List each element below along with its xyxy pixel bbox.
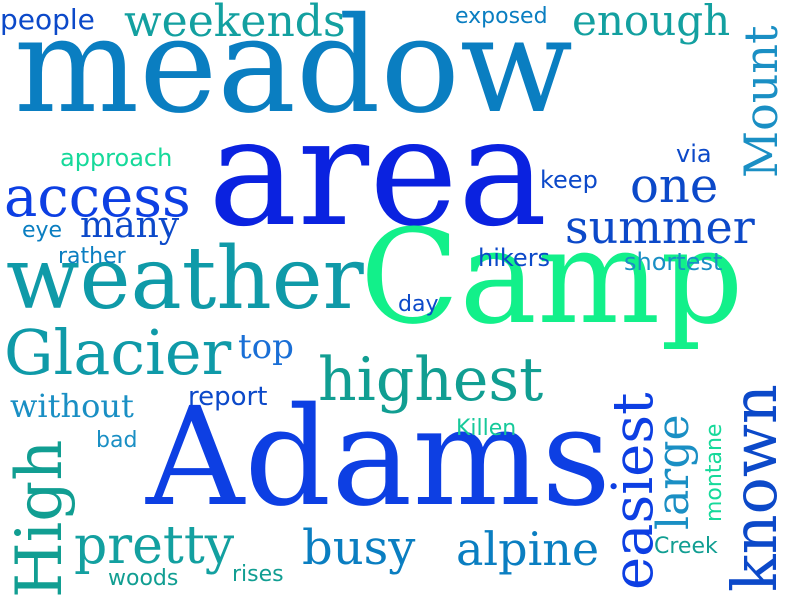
word-report: report xyxy=(188,382,268,412)
word-adams: Adams xyxy=(146,379,612,537)
word-pretty: pretty xyxy=(74,516,235,576)
word-enough: enough xyxy=(572,0,731,45)
word-weekends: weekends xyxy=(124,0,346,47)
word-meadow: meadow xyxy=(14,0,573,143)
word-highest: highest xyxy=(318,345,544,415)
word-woods: woods xyxy=(108,566,179,591)
word-rises: rises xyxy=(232,562,284,587)
word-keep: keep xyxy=(540,166,598,194)
word-glacier: Glacier xyxy=(4,316,232,389)
word-known: known xyxy=(718,384,791,592)
word-access: access xyxy=(4,165,191,230)
word-approach: approach xyxy=(60,144,173,172)
word-exposed: exposed xyxy=(455,4,548,29)
word-weather: weather xyxy=(6,229,364,329)
word-shortest: shortest xyxy=(624,248,723,276)
word-creek: Creek xyxy=(654,534,718,559)
word-via: via xyxy=(676,140,712,168)
word-without: without xyxy=(10,387,134,425)
word-busy: busy xyxy=(302,520,416,576)
word-summer: summer xyxy=(565,200,755,254)
word-top: top xyxy=(238,327,294,367)
word-large: large xyxy=(648,414,699,530)
word-eye: eye xyxy=(22,218,63,243)
word-camp: Camp xyxy=(360,201,744,353)
word-day: day xyxy=(398,292,439,317)
word-one: one xyxy=(630,158,719,214)
word-people: people xyxy=(0,3,95,36)
word-many: many xyxy=(80,205,180,246)
word-hikers: hikers xyxy=(478,244,551,272)
word-montane: montane xyxy=(702,423,727,522)
word-bad: bad xyxy=(96,428,138,453)
word-alpine: alpine xyxy=(456,522,600,576)
word-mount: Mount xyxy=(734,25,788,178)
word-area: area xyxy=(208,86,548,260)
word-killen: Killen xyxy=(456,416,517,441)
word-high: High xyxy=(3,439,77,598)
word-rather: rather xyxy=(58,244,126,269)
